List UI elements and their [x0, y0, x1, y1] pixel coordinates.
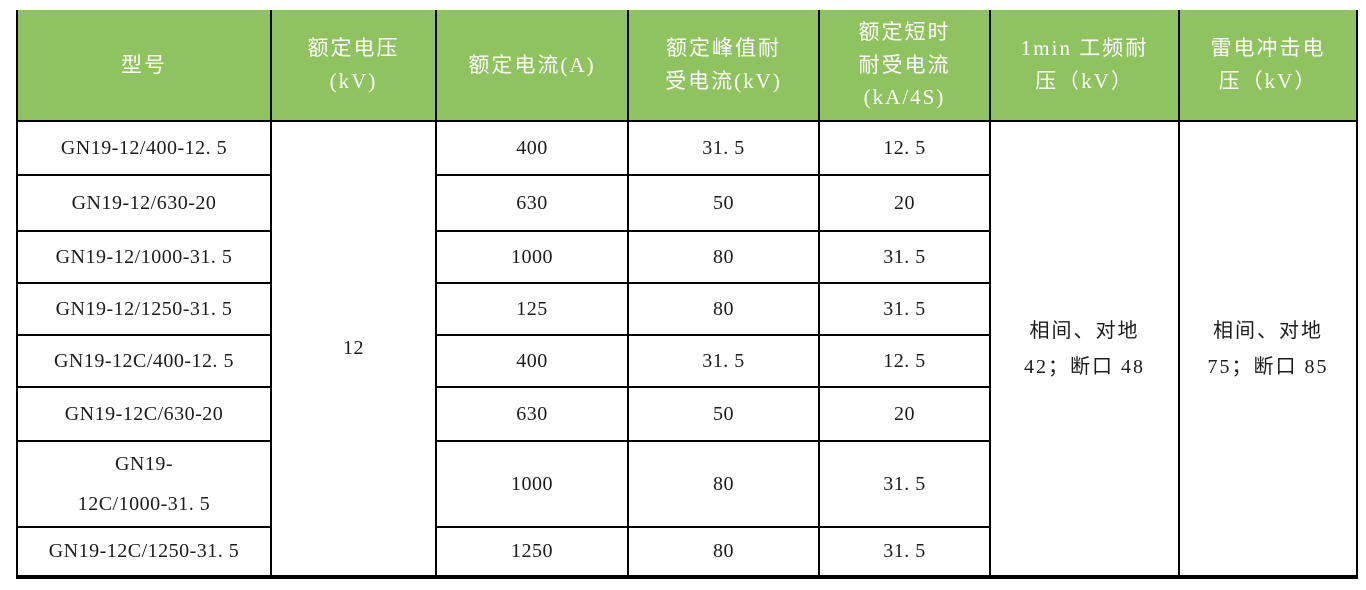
- peak-current-cell: 80: [627, 440, 820, 528]
- short-time-current-cell: 31. 5: [818, 230, 991, 284]
- col-header-peak-withstand-current: 额定峰值耐 受电流(kV): [627, 10, 820, 122]
- model-cell: GN19-12/400-12. 5: [16, 120, 272, 176]
- table-row: GN19- 12C/1000-31. 5 1000 80 31. 5: [16, 440, 1357, 528]
- model-cell: GN19-12/1250-31. 5: [16, 282, 272, 336]
- rated-current-cell: 630: [435, 174, 629, 232]
- rated-current-cell: 630: [435, 386, 629, 442]
- model-cell: GN19- 12C/1000-31. 5: [16, 440, 272, 528]
- col-header-lightning-impulse-voltage: 雷电冲击电 压（kV）: [1178, 10, 1358, 122]
- rated-current-cell: 400: [435, 334, 629, 388]
- short-time-current-cell: 31. 5: [818, 440, 991, 528]
- rated-current-cell: 1250: [435, 526, 629, 578]
- model-cell: GN19-12C/1250-31. 5: [16, 526, 272, 578]
- model-cell: GN19-12/1000-31. 5: [16, 230, 272, 284]
- spec-table: 型号 额定电压 (kV) 额定电流(A) 额定峰值耐 受电流(kV) 额定短时 …: [16, 10, 1358, 579]
- table-row: GN19-12C/400-12. 5 400 31. 5 12. 5: [16, 334, 1357, 388]
- lightning-impulse-merged-cell: 相间、对地 75；断口 85: [1178, 120, 1358, 578]
- rated-current-cell: 400: [435, 120, 629, 176]
- col-header-rated-current: 额定电流(A): [435, 10, 629, 122]
- power-frequency-merged-cell: 相间、对地 42；断口 48: [989, 120, 1180, 578]
- table-row: GN19-12C/1250-31. 5 1250 80 31. 5: [16, 526, 1357, 578]
- rated-voltage-merged-cell: 12: [270, 120, 437, 578]
- peak-current-cell: 80: [627, 230, 820, 284]
- peak-current-cell: 80: [627, 526, 820, 578]
- peak-current-cell: 50: [627, 386, 820, 442]
- short-time-current-cell: 20: [818, 386, 991, 442]
- peak-current-cell: 50: [627, 174, 820, 232]
- peak-current-cell: 80: [627, 282, 820, 336]
- rated-current-cell: 125: [435, 282, 629, 336]
- col-header-model: 型号: [16, 10, 272, 122]
- table-row: GN19-12C/630-20 630 50 20: [16, 386, 1357, 442]
- peak-current-cell: 31. 5: [627, 334, 820, 388]
- model-cell: GN19-12/630-20: [16, 174, 272, 232]
- rated-current-cell: 1000: [435, 230, 629, 284]
- col-header-short-time-withstand-current: 额定短时 耐受电流 (kA/4S): [818, 10, 991, 122]
- short-time-current-cell: 12. 5: [818, 120, 991, 176]
- model-cell: GN19-12C/400-12. 5: [16, 334, 272, 388]
- col-header-power-frequency-withstand-voltage: 1min 工频耐 压（kV）: [989, 10, 1180, 122]
- header-row: 型号 额定电压 (kV) 额定电流(A) 额定峰值耐 受电流(kV) 额定短时 …: [16, 10, 1358, 122]
- short-time-current-cell: 31. 5: [818, 282, 991, 336]
- short-time-current-cell: 20: [818, 174, 991, 232]
- table-row: GN19-12/630-20 630 50 20: [16, 174, 1357, 232]
- short-time-current-cell: 31. 5: [818, 526, 991, 578]
- rated-current-cell: 1000: [435, 440, 629, 528]
- model-cell: GN19-12C/630-20: [16, 386, 272, 442]
- peak-current-cell: 31. 5: [627, 120, 820, 176]
- table-row: GN19-12/1000-31. 5 1000 80 31. 5: [16, 230, 1357, 284]
- col-header-rated-voltage: 额定电压 (kV): [270, 10, 437, 122]
- table-row: GN19-12/1250-31. 5 125 80 31. 5: [16, 282, 1357, 336]
- table-row: GN19-12/400-12. 5 12 400 31. 5 12. 5 相间、…: [16, 120, 1358, 578]
- short-time-current-cell: 12. 5: [818, 334, 991, 388]
